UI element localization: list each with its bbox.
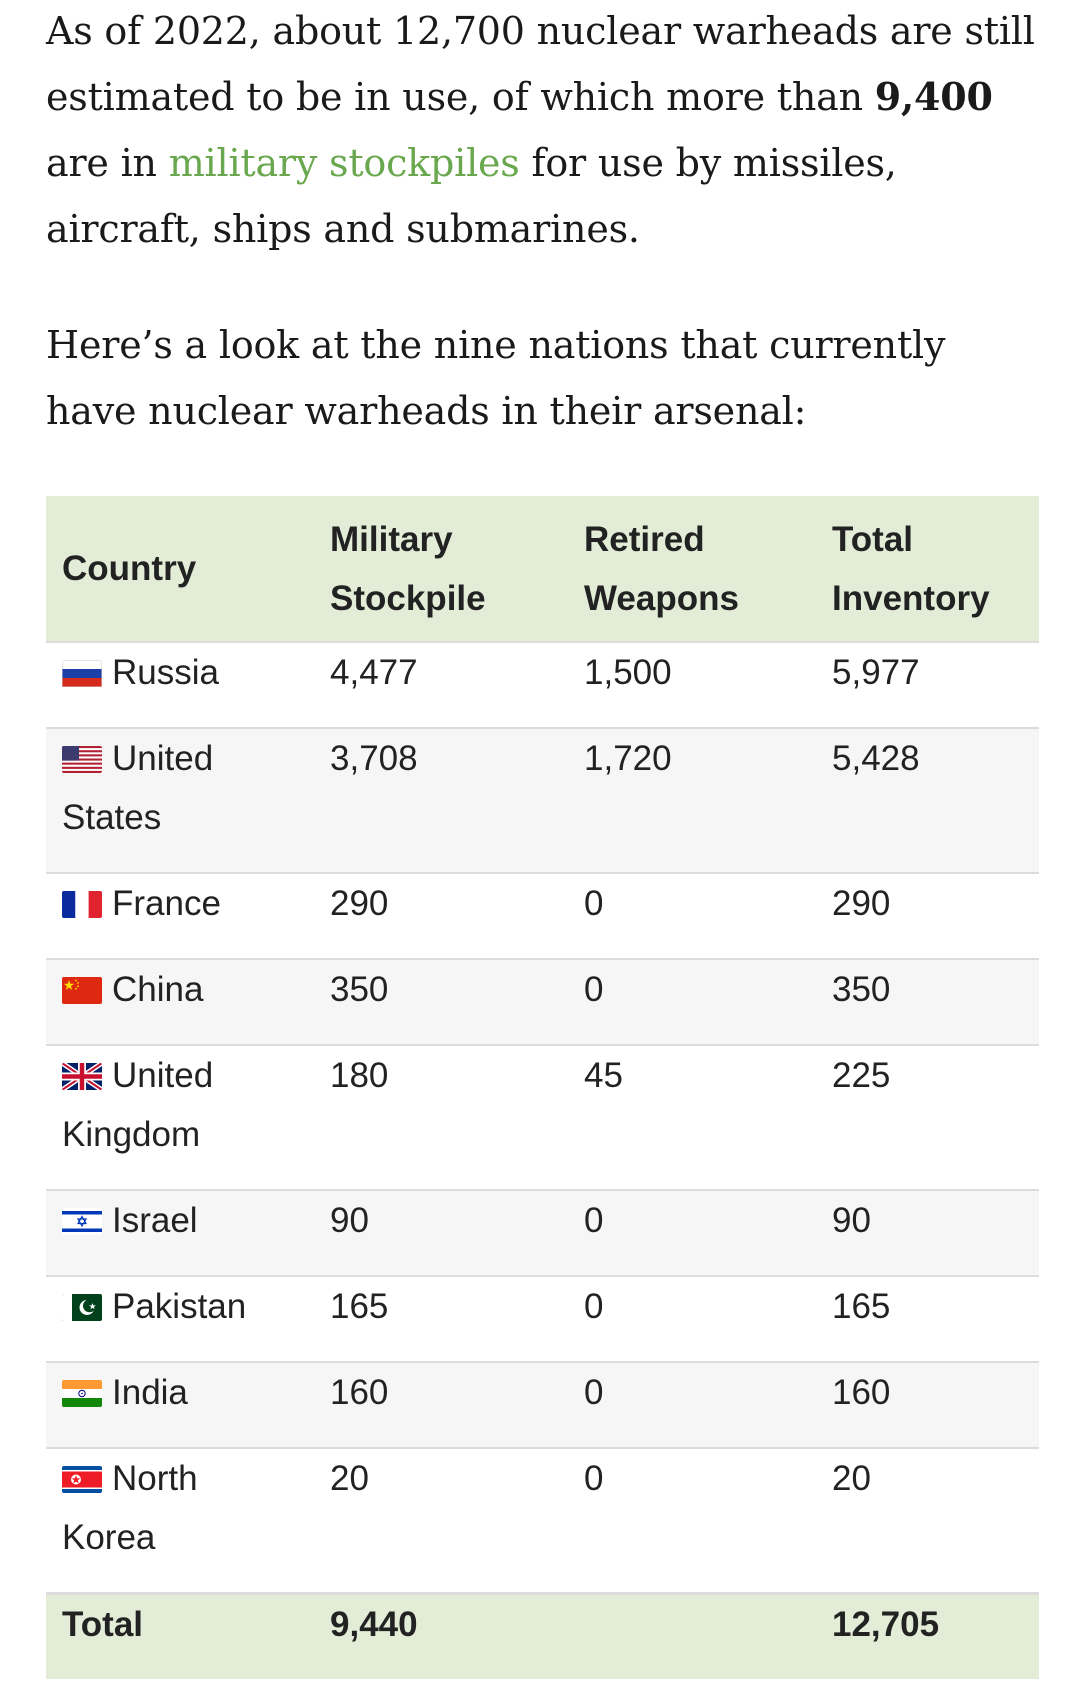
military-stockpile-cell: 4,477: [330, 653, 418, 692]
pakistan-flag-icon: [62, 1294, 102, 1321]
table-row: Russia 4,477 1,500 5,977: [46, 642, 1039, 728]
total-inventory-cell: 5,428: [832, 739, 920, 778]
intro-bold-figure: 9,400: [874, 74, 993, 119]
total-inventory-cell: 350: [832, 970, 891, 1009]
country-name: Russia: [112, 653, 219, 692]
military-stockpile-cell: 350: [330, 970, 389, 1009]
total-inventory-cell: 160: [832, 1373, 891, 1412]
country-name: China: [112, 970, 204, 1009]
military-stockpile-cell: 90: [330, 1201, 369, 1240]
table-row: India 160 0 160: [46, 1362, 1039, 1448]
military-stockpile-cell: 290: [330, 884, 389, 923]
country-cell: Israel: [46, 1190, 314, 1276]
country-cell: Russia: [46, 642, 314, 728]
table-row: China 350 0 350: [46, 959, 1039, 1045]
country-cell: Pakistan: [46, 1276, 314, 1362]
table-total-row: Total 9,440 12,705: [46, 1593, 1039, 1679]
retired-weapons-cell: 0: [584, 970, 604, 1009]
retired-weapons-cell: 0: [584, 1459, 604, 1498]
header-country: Country: [62, 549, 197, 588]
military-stockpile-cell: 180: [330, 1056, 389, 1095]
retired-weapons-cell: 1,720: [584, 739, 672, 778]
retired-weapons-cell: 0: [584, 1201, 604, 1240]
israel-flag-icon: [62, 1208, 102, 1235]
country-cell: United States: [46, 728, 314, 873]
header-retired-weapons: Retired Weapons: [584, 519, 739, 618]
retired-weapons-cell: 0: [584, 884, 604, 923]
retired-weapons-cell: 45: [584, 1056, 623, 1095]
france-flag-icon: [62, 891, 102, 918]
retired-weapons-cell: 1,500: [584, 653, 672, 692]
lead-in-paragraph: Here’s a look at the nine nations that c…: [46, 323, 946, 433]
india-flag-icon: [62, 1380, 102, 1407]
country-cell: North Korea: [46, 1448, 314, 1593]
table-row: North Korea 20 0 20: [46, 1448, 1039, 1593]
table-row: Israel 90 0 90: [46, 1190, 1039, 1276]
country-cell: France: [46, 873, 314, 959]
intro-text-a: As of 2022, about 12,700 nuclear warhead…: [46, 9, 1035, 119]
intro-paragraph: As of 2022, about 12,700 nuclear warhead…: [46, 0, 1036, 262]
table-row: United Kingdom 180 45 225: [46, 1045, 1039, 1190]
china-flag-icon: [62, 977, 102, 1004]
military-stockpile-cell: 160: [330, 1373, 389, 1412]
total-inventory-cell: 90: [832, 1201, 871, 1240]
total-inventory-cell: 290: [832, 884, 891, 923]
country-name: India: [112, 1373, 188, 1412]
country-cell: China: [46, 959, 314, 1045]
total-label: Total: [62, 1604, 144, 1644]
country-name: United Kingdom: [62, 1056, 214, 1154]
header-military-stockpile: Military Stockpile: [330, 519, 486, 618]
military-stockpile-cell: 20: [330, 1459, 369, 1498]
table-row: Pakistan 165 0 165: [46, 1276, 1039, 1362]
total-inventory-cell: 165: [832, 1287, 891, 1326]
total-military-stockpile: 9,440: [330, 1604, 418, 1644]
country-name: Pakistan: [112, 1287, 247, 1326]
header-total-inventory: Total Inventory: [832, 519, 990, 618]
military-stockpiles-link[interactable]: military stockpiles: [168, 141, 520, 185]
military-stockpile-cell: 165: [330, 1287, 389, 1326]
country-name: United States: [62, 739, 214, 837]
total-inventory-cell: 225: [832, 1056, 891, 1095]
table-header-row: Country Military Stockpile Retired Weapo…: [46, 496, 1039, 642]
intro-text-b: are in: [46, 141, 169, 185]
country-name: Israel: [112, 1201, 198, 1240]
table-row: United States 3,708 1,720 5,428: [46, 728, 1039, 873]
intro-text-c: for use by missiles, aircraft, ships and…: [46, 141, 897, 251]
retired-weapons-cell: 0: [584, 1373, 604, 1412]
uk-flag-icon: [62, 1063, 102, 1090]
total-inventory-cell: 20: [832, 1459, 871, 1498]
country-cell: India: [46, 1362, 314, 1448]
nuclear-arsenal-table: Country Military Stockpile Retired Weapo…: [46, 496, 1039, 1679]
retired-weapons-cell: 0: [584, 1287, 604, 1326]
north-korea-flag-icon: [62, 1466, 102, 1493]
country-name: North Korea: [62, 1459, 198, 1557]
country-name: France: [112, 884, 221, 923]
usa-flag-icon: [62, 746, 102, 773]
military-stockpile-cell: 3,708: [330, 739, 418, 778]
russia-flag-icon: [62, 660, 102, 687]
total-retired-weapons: [568, 1593, 816, 1679]
table-row: France 290 0 290: [46, 873, 1039, 959]
total-inventory: 12,705: [832, 1604, 940, 1644]
total-inventory-cell: 5,977: [832, 653, 920, 692]
country-cell: United Kingdom: [46, 1045, 314, 1190]
